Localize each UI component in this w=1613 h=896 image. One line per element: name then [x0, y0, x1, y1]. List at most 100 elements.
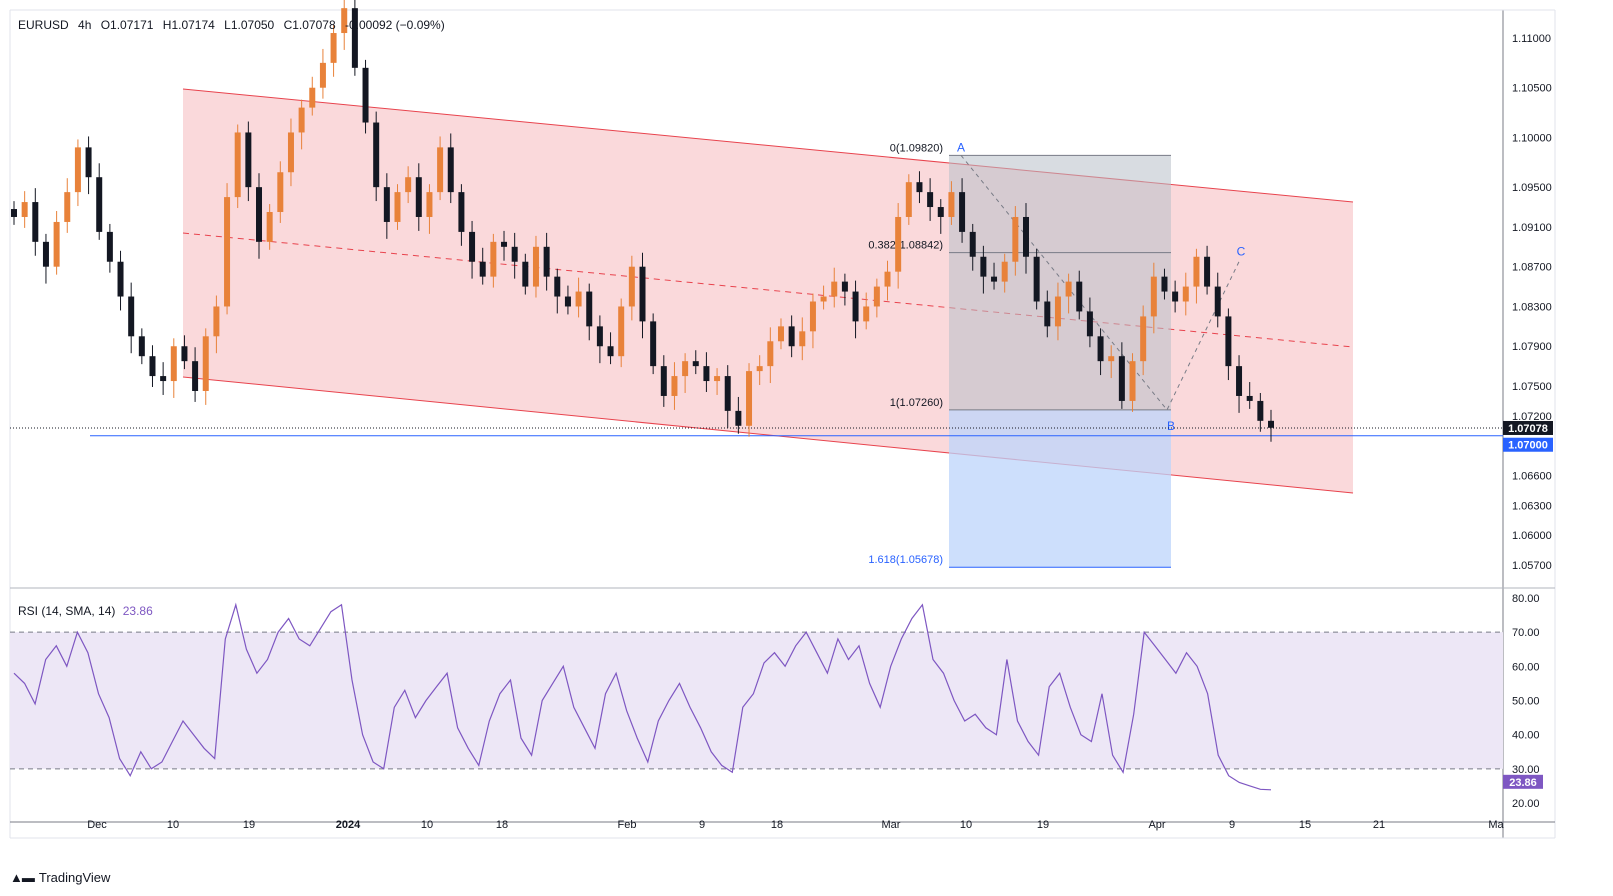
candle-body [607, 346, 614, 357]
candle-body [1236, 366, 1243, 396]
candle-body [298, 107, 305, 133]
time-tick-label: 21 [1373, 819, 1385, 831]
candle [788, 315, 795, 358]
time-tick-label: 10 [421, 819, 433, 831]
time-tick-label: 10 [167, 819, 179, 831]
candle [1193, 248, 1200, 304]
rsi-axis[interactable]: 80.00 70.00 60.00 50.00 40.00 30.00 20.00 [1512, 593, 1540, 810]
candle [948, 181, 955, 225]
fib-zone-extension [949, 409, 1171, 568]
candle-body [660, 366, 667, 396]
candle [160, 362, 167, 395]
candle [1097, 328, 1104, 376]
candle [181, 335, 188, 370]
time-axis[interactable]: Dec 10 19 2024 10 18 Feb 9 18 Mar 10 19 Apr 9 15 21 Ma [87, 819, 1504, 831]
time-tick-label: 19 [243, 819, 255, 831]
candle [202, 328, 209, 405]
candle-body [863, 306, 870, 322]
candle [799, 317, 806, 361]
candle [927, 178, 934, 221]
rsi-series [13, 602, 1272, 791]
price-tick-label: 1.11000 [1512, 33, 1551, 45]
interval-label[interactable]: 4h [78, 18, 92, 32]
price-tick-label: 1.08700 [1512, 262, 1552, 274]
time-tick-label: 9 [699, 819, 705, 831]
candle [756, 355, 763, 386]
candle-body [192, 361, 199, 391]
candle-body [383, 187, 390, 222]
candle [735, 396, 742, 434]
regression-channel[interactable] [182, 88, 1354, 494]
candle-body [799, 331, 806, 347]
candle-body [309, 87, 316, 108]
candle [820, 285, 827, 310]
candle-body [554, 276, 561, 297]
tradingview-brand[interactable]: ▲▬ TradingView [10, 870, 110, 885]
candle-body [479, 261, 486, 277]
candle [1172, 280, 1179, 313]
rsi-legend[interactable]: RSI (14, SMA, 14) 23.86 [18, 604, 153, 618]
candle-body [1065, 281, 1072, 297]
candle [777, 318, 784, 350]
price-tick-label: 1.07500 [1512, 381, 1552, 393]
candle [74, 139, 81, 207]
candle [1065, 273, 1072, 314]
candle [511, 232, 518, 279]
candle [85, 136, 92, 195]
fib-label-382: 0.382(1.08842) [868, 240, 943, 252]
time-tick-label: 18 [496, 819, 508, 831]
candle-body [692, 361, 699, 367]
fib-point-b: B [1167, 419, 1175, 433]
rsi-tick-label: 40.00 [1512, 730, 1540, 742]
candle-body [532, 246, 539, 287]
candle [863, 292, 870, 330]
candle-body [543, 246, 550, 277]
candle-body [1225, 316, 1232, 367]
candle-body [905, 182, 912, 217]
candle-body [96, 177, 103, 232]
candle-body [831, 281, 838, 297]
time-tick-label: 9 [1229, 819, 1235, 831]
symbol-name[interactable]: EURUSD [18, 18, 69, 32]
time-tick-label: Dec [87, 819, 107, 831]
price-axis[interactable]: 1.11000 1.10500 1.10000 1.09500 1.09100 1.087… [1512, 33, 1552, 572]
candle-body [777, 326, 784, 342]
support-line[interactable] [10, 427, 1503, 437]
candle-body [405, 177, 412, 193]
candle-body [85, 147, 92, 178]
candle-body [106, 231, 113, 262]
candle-body [895, 216, 902, 272]
candle-body [1012, 216, 1019, 262]
candle [319, 48, 326, 99]
brand-name: TradingView [38, 870, 111, 885]
candle-body [809, 301, 816, 332]
candle [980, 245, 987, 294]
candle [32, 188, 39, 256]
candle-body [1044, 301, 1051, 327]
candlestick-series [11, 0, 1274, 442]
candle [383, 173, 390, 239]
candle-body [469, 231, 476, 262]
candle [607, 332, 614, 365]
candle [1054, 282, 1061, 341]
candle-body [266, 212, 273, 242]
candle [1001, 253, 1008, 293]
candle [639, 252, 646, 339]
candle [767, 327, 774, 384]
candle [42, 233, 49, 284]
candle-body [394, 192, 401, 222]
candle-body [1214, 286, 1221, 317]
candle-body [202, 336, 209, 391]
candle-body [1129, 361, 1136, 401]
candle-body [1204, 256, 1211, 287]
candle [1225, 308, 1232, 381]
candle [1246, 382, 1253, 409]
candle [458, 184, 465, 246]
pane-borders [9, 9, 1556, 839]
candle-body [287, 132, 294, 173]
candle [1140, 305, 1147, 376]
candle-body [873, 286, 880, 307]
price-change: -0.00092 (−0.09%) [344, 18, 445, 32]
candle-body [149, 356, 156, 377]
